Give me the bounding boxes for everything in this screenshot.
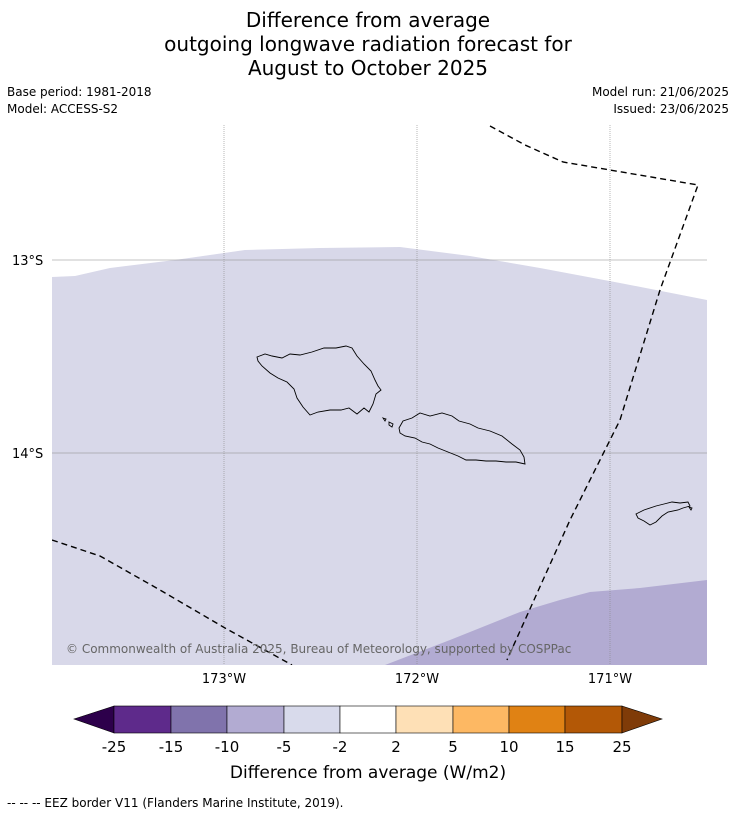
colorbar-swatch-5 [339, 705, 397, 734]
issued-date: Issued: 23/06/2025 [613, 102, 729, 116]
colorbar-label-10: 25 [612, 738, 631, 756]
title-line-2: outgoing longwave radiation forecast for [164, 32, 572, 56]
chart-title: Difference from average outgoing longwav… [0, 8, 736, 80]
colorbar-swatch-3 [226, 705, 285, 734]
colorbar-swatch-2 [170, 705, 228, 734]
colorbar-label-3: -10 [215, 738, 240, 756]
colorbar-label-5: -2 [333, 738, 348, 756]
eez-footnote: -- -- -- EEZ border V11 (Flanders Marine… [7, 796, 344, 810]
copyright-credit: © Commonwealth of Australia 2025, Bureau… [66, 642, 571, 656]
upolu-island [398, 412, 526, 465]
meta-left: Base period: 1981-2018 Model: ACCESS-S2 [7, 84, 152, 118]
colorbar-label-6: 2 [391, 738, 401, 756]
colorbar-label-9: 15 [555, 738, 574, 756]
colorbar-extend-low [73, 705, 115, 734]
colorbar-label-4: -5 [277, 738, 292, 756]
lat-label-14s: 14°S [12, 447, 43, 462]
apolima-islet [381, 417, 387, 422]
colorbar: -25 -15 -10 -5 -2 2 5 10 15 25 Differenc… [73, 705, 663, 783]
colorbar-label-7: 5 [448, 738, 458, 756]
colorbar-label-1: -25 [102, 738, 127, 756]
title-line-1: Difference from average [245, 8, 491, 32]
islands [256, 345, 693, 526]
eez-border-southwest [52, 539, 293, 665]
colorbar-swatch-4 [283, 705, 341, 734]
colorbar-swatch-7 [452, 705, 510, 734]
aunuu-islet [687, 506, 693, 511]
lon-label-171w: 171°W [588, 672, 632, 687]
colorbar-swatch-1 [113, 705, 172, 734]
lon-label-173w: 173°W [202, 672, 246, 687]
savaii-island [256, 345, 382, 416]
colorbar-label-8: 10 [499, 738, 518, 756]
graticule [52, 125, 707, 665]
meta-right: Model run: 21/06/2025 Issued: 23/06/2025 [592, 84, 729, 118]
neutral-anomaly-region [52, 247, 707, 665]
negative-anomaly-region [385, 580, 707, 665]
colorbar-title: Difference from average (W/m2) [230, 763, 506, 783]
title-line-3: August to October 2025 [247, 56, 489, 80]
model-name: Model: ACCESS-S2 [7, 102, 119, 116]
lat-label-13s: 13°S [12, 254, 43, 269]
colorbar-label-2: -15 [159, 738, 184, 756]
model-run: Model run: 21/06/2025 [591, 85, 729, 99]
colorbar-swatch-8 [508, 705, 566, 734]
colorbar-swatch-9 [564, 705, 623, 734]
lon-label-172w: 172°W [395, 672, 439, 687]
colorbar-extend-high [621, 705, 663, 734]
manono-islet [388, 421, 394, 428]
base-period: Base period: 1981-2018 [7, 85, 152, 99]
map-area: © Commonwealth of Australia 2025, Bureau… [52, 125, 707, 665]
eez-border-north [489, 125, 699, 661]
eez-borders [52, 125, 699, 665]
tutuila-island [635, 501, 691, 526]
colorbar-swatch-6 [395, 705, 454, 734]
